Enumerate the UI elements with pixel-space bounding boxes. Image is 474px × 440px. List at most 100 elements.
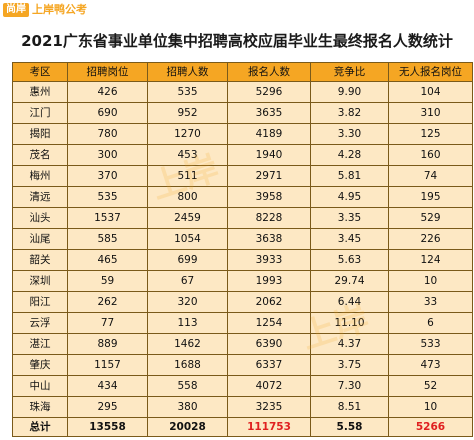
total-cell: 5266	[388, 417, 473, 437]
table-cell: 125	[388, 123, 473, 145]
table-row: 阳江 262 320 2062 6.44 33	[12, 291, 473, 313]
table-row: 汕尾 585 1054 3638 3.45 226	[12, 228, 473, 250]
table-cell: 780	[67, 123, 148, 145]
table-cell: 3.35	[310, 207, 389, 229]
table-cell: 699	[147, 249, 228, 271]
table-row: 韶关 465 699 3933 5.63 124	[12, 249, 473, 271]
table-cell: 889	[67, 333, 148, 355]
total-cell: 5.58	[310, 417, 389, 437]
table-cell: 67	[147, 270, 228, 292]
header-hires: 招聘人数	[147, 62, 228, 82]
table-row: 惠州 426 535 5296 9.90 104	[12, 81, 473, 103]
total-cell: 20028	[147, 417, 228, 437]
table-cell: 5.63	[310, 249, 389, 271]
total-cell: 总计	[12, 417, 68, 437]
table-cell: 1940	[227, 144, 311, 166]
logo-mark: 尚岸	[3, 2, 29, 17]
table-cell: 529	[388, 207, 473, 229]
table-cell: 3.75	[310, 354, 389, 376]
table-cell: 800	[147, 186, 228, 208]
table-cell: 533	[388, 333, 473, 355]
table-cell: 11.10	[310, 312, 389, 334]
top-bar: 尚岸 上岸鸭公考	[0, 0, 474, 20]
table-cell: 1270	[147, 123, 228, 145]
table-cell: 558	[147, 375, 228, 397]
table-cell: 124	[388, 249, 473, 271]
table-cell: 6	[388, 312, 473, 334]
table-cell: 韶关	[12, 249, 68, 271]
table-cell: 300	[67, 144, 148, 166]
table-cell: 8.51	[310, 396, 389, 418]
table-cell: 4.28	[310, 144, 389, 166]
table-cell: 320	[147, 291, 228, 313]
table-row: 汕头 1537 2459 8228 3.35 529	[12, 207, 473, 229]
table-cell: 茂名	[12, 144, 68, 166]
table-cell: 2062	[227, 291, 311, 313]
table-cell: 29.74	[310, 270, 389, 292]
table-cell: 揭阳	[12, 123, 68, 145]
table-cell: 8228	[227, 207, 311, 229]
table-cell: 2459	[147, 207, 228, 229]
table-row: 珠海 295 380 3235 8.51 10	[12, 396, 473, 418]
table-row: 中山 434 558 4072 7.30 52	[12, 375, 473, 397]
table-cell: 1254	[227, 312, 311, 334]
table-row: 揭阳 780 1270 4189 3.30 125	[12, 123, 473, 145]
table-row: 茂名 300 453 1940 4.28 160	[12, 144, 473, 166]
table-cell: 535	[147, 81, 228, 103]
table-cell: 4189	[227, 123, 311, 145]
table-cell: 江门	[12, 102, 68, 124]
total-row: 总计 13558 20028 111753 5.58 5266	[12, 417, 473, 437]
table-cell: 295	[67, 396, 148, 418]
table-cell: 4.37	[310, 333, 389, 355]
total-cell: 13558	[67, 417, 148, 437]
table-cell: 10	[388, 270, 473, 292]
table-cell: 380	[147, 396, 228, 418]
page-title: 2021广东省事业单位集中招聘高校应届毕业生最终报名人数统计	[0, 20, 474, 62]
table-row: 清远 535 800 3958 4.95 195	[12, 186, 473, 208]
table-cell: 汕头	[12, 207, 68, 229]
table-row: 梅州 370 511 2971 5.81 74	[12, 165, 473, 187]
table-cell: 4072	[227, 375, 311, 397]
table-cell: 10	[388, 396, 473, 418]
table-cell: 云浮	[12, 312, 68, 334]
table-cell: 3933	[227, 249, 311, 271]
table-cell: 汕尾	[12, 228, 68, 250]
header-applicants: 报名人数	[227, 62, 311, 82]
logo-text: 上岸鸭公考	[32, 2, 87, 16]
table-row: 湛江 889 1462 6390 4.37 533	[12, 333, 473, 355]
table-cell: 370	[67, 165, 148, 187]
table-cell: 1688	[147, 354, 228, 376]
table-cell: 1993	[227, 270, 311, 292]
table-cell: 1462	[147, 333, 228, 355]
stats-table: 考区 招聘岗位 招聘人数 报名人数 竞争比 无人报名岗位 惠州 426 535 529…	[12, 62, 473, 437]
table-cell: 160	[388, 144, 473, 166]
table-cell: 2971	[227, 165, 311, 187]
table-cell: 5.81	[310, 165, 389, 187]
table-cell: 3635	[227, 102, 311, 124]
total-cell: 111753	[227, 417, 311, 437]
table-cell: 262	[67, 291, 148, 313]
table-cell: 肇庆	[12, 354, 68, 376]
header-district: 考区	[12, 62, 68, 82]
table-row: 江门 690 952 3635 3.82 310	[12, 102, 473, 124]
table-cell: 59	[67, 270, 148, 292]
table-row: 肇庆 1157 1688 6337 3.75 473	[12, 354, 473, 376]
table-cell: 585	[67, 228, 148, 250]
table-cell: 310	[388, 102, 473, 124]
table-cell: 3958	[227, 186, 311, 208]
table-cell: 52	[388, 375, 473, 397]
table-row: 深圳 59 67 1993 29.74 10	[12, 270, 473, 292]
table-cell: 4.95	[310, 186, 389, 208]
table-cell: 6.44	[310, 291, 389, 313]
table-cell: 中山	[12, 375, 68, 397]
table-cell: 77	[67, 312, 148, 334]
table-row: 云浮 77 113 1254 11.10 6	[12, 312, 473, 334]
table-cell: 1157	[67, 354, 148, 376]
table-cell: 690	[67, 102, 148, 124]
table-cell: 深圳	[12, 270, 68, 292]
table-cell: 1537	[67, 207, 148, 229]
table-cell: 3.45	[310, 228, 389, 250]
table-cell: 113	[147, 312, 228, 334]
table-cell: 74	[388, 165, 473, 187]
table-cell: 453	[147, 144, 228, 166]
